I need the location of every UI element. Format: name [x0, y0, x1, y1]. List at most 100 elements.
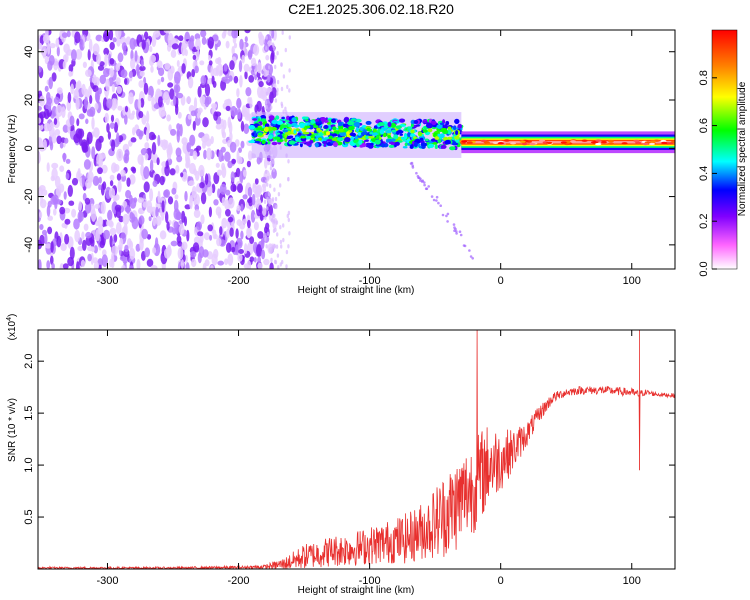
heatmap-cell: [167, 68, 174, 81]
heatmap-cell: [660, 139, 667, 143]
heatmap-cell: [266, 231, 270, 236]
heatmap-cell: [201, 36, 207, 45]
heatmap-cell: [82, 61, 87, 68]
heatmap-cell: [75, 81, 80, 91]
heatmap-cell: [349, 132, 356, 137]
heatmap-cell: [332, 142, 338, 147]
heatmap-cell: [144, 142, 150, 149]
heatmap-cell: [55, 185, 62, 198]
heatmap-cell: [237, 108, 242, 120]
heatmap-cell: [43, 122, 51, 132]
heatmap-cell: [271, 126, 278, 131]
heatmap-cell: [92, 43, 100, 56]
heatmap-cell: [63, 43, 70, 54]
heatmap-cell: [230, 171, 235, 183]
heatmap-cell: [227, 253, 234, 266]
heatmap-cell: [138, 111, 144, 119]
heatmap-cell: [163, 30, 171, 34]
heatmap-cell: [466, 141, 473, 144]
heatmap-cell: [275, 204, 278, 210]
heatmap-cell: [374, 139, 381, 145]
heatmap-cell: [217, 56, 222, 66]
heatmap-cell: [203, 232, 210, 241]
heatmap-cell: [281, 124, 288, 128]
heatmap-cell: [256, 100, 262, 112]
heatmap-cell: [166, 114, 171, 122]
heatmap-cell: [377, 122, 385, 127]
heatmap-cell: [89, 95, 93, 104]
heatmap-cell: [237, 253, 243, 262]
heatmap-cell: [346, 131, 350, 136]
heatmap-cell: [136, 63, 140, 76]
heatmap-cell: [59, 263, 64, 269]
heatmap-cell: [202, 117, 209, 128]
heatmap-cell: [271, 218, 274, 223]
heatmap-cell: [332, 126, 337, 131]
heatmap-cell: [129, 265, 134, 269]
heatmap-cell: [423, 183, 426, 187]
heatmap-cell: [243, 123, 250, 135]
heatmap-cell: [83, 223, 89, 231]
heatmap-cell: [265, 91, 269, 96]
heatmap-cell: [168, 124, 172, 132]
heatmap-cell: [267, 42, 271, 47]
heatmap-cell: [503, 139, 510, 142]
heatmap-cell: [247, 219, 251, 229]
heatmap-cell: [256, 156, 261, 165]
heatmap-cell: [45, 101, 52, 111]
heatmap-cell: [50, 241, 54, 253]
heatmap-cell: [229, 132, 233, 142]
heatmap-cell: [432, 198, 436, 202]
heatmap-cell: [164, 164, 170, 177]
x-tick-label: -300: [96, 575, 118, 587]
heatmap-cell: [167, 44, 172, 52]
heatmap-cell: [247, 97, 252, 104]
heatmap-cell: [45, 243, 52, 249]
heatmap-cell: [87, 253, 92, 262]
heatmap-cell: [116, 173, 122, 181]
heatmap-cell: [197, 86, 202, 98]
heatmap-cell: [391, 138, 396, 142]
heatmap-cell: [202, 249, 209, 258]
heatmap-cell: [357, 131, 362, 136]
heatmap-cell: [180, 95, 186, 106]
heatmap-cell: [49, 125, 55, 138]
heatmap-cell: [61, 106, 66, 119]
heatmap-cell: [337, 137, 344, 142]
heatmap-cell: [190, 251, 197, 258]
heatmap-cell: [106, 220, 110, 227]
heatmap-cell: [229, 227, 234, 237]
heatmap-cell: [276, 51, 279, 56]
heatmap-cell: [223, 30, 227, 37]
heatmap-cell: [468, 249, 471, 252]
heatmap-cell: [70, 83, 74, 95]
heatmap-cell: [315, 118, 320, 122]
heatmap-cell: [264, 100, 268, 105]
heatmap-cell: [191, 258, 197, 268]
heatmap-cell: [130, 58, 136, 70]
heatmap-cell: [251, 132, 255, 136]
heatmap-cell: [163, 92, 167, 104]
heatmap-cell: [232, 185, 237, 192]
heatmap-cell: [68, 70, 73, 77]
heatmap-cell: [215, 123, 222, 130]
heatmap-cell: [156, 90, 163, 97]
heatmap-cell: [54, 129, 61, 136]
heatmap-cell: [177, 247, 184, 260]
heatmap-cell: [199, 60, 205, 66]
heatmap-cell: [288, 140, 296, 145]
heatmap-cell: [141, 228, 149, 240]
heatmap-cell: [426, 123, 433, 129]
heatmap-cell: [270, 105, 273, 110]
heatmap-cell: [67, 92, 72, 104]
heatmap-cell: [282, 74, 286, 79]
heatmap-cell: [44, 233, 48, 245]
heatmap-cell: [131, 110, 136, 116]
heatmap-cell: [184, 190, 188, 202]
heatmap-cell: [212, 229, 217, 240]
heatmap-cell: [269, 161, 273, 166]
heatmap-cell: [208, 60, 213, 66]
heatmap-cell: [128, 70, 133, 79]
heatmap-cell: [510, 142, 517, 145]
heatmap-cell: [107, 209, 113, 221]
